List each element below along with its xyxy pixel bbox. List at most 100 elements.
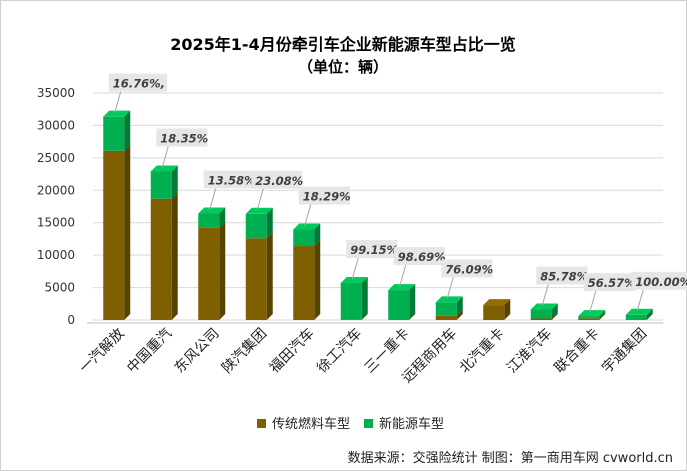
bar-new-energy-1 — [150, 171, 172, 199]
data-label-leader — [209, 188, 217, 210]
bar-side — [124, 144, 131, 320]
data-label: 85.78% — [540, 269, 588, 283]
data-label: 76.09% — [445, 262, 493, 276]
bar-side — [361, 277, 368, 320]
category-label: 宇通集团 — [598, 325, 650, 377]
data-label-leader — [589, 290, 597, 313]
legend-label-new-energy: 新能源车型 — [379, 416, 444, 432]
category-label: 徐工汽车 — [313, 325, 365, 377]
data-label-leader — [161, 146, 169, 168]
chart-subtitle: （单位：辆） — [298, 58, 388, 76]
bar-side — [409, 313, 416, 320]
bar-new-energy-9 — [530, 309, 552, 319]
bar-new-energy-7 — [435, 302, 457, 316]
bar-traditional-1 — [150, 198, 172, 320]
y-tick-label: 15000 — [37, 216, 75, 230]
bar-side — [124, 110, 131, 151]
data-label: 23.08% — [255, 174, 303, 188]
data-label-leader — [541, 284, 549, 306]
bar-side — [361, 313, 368, 320]
bar-new-energy-0 — [103, 116, 125, 151]
bar-top — [198, 207, 226, 214]
category-label: 陕汽集团 — [218, 325, 270, 377]
legend-label-traditional: 传统燃料车型 — [272, 416, 350, 432]
bar-new-energy-2 — [198, 213, 220, 228]
bar-new-energy-5 — [340, 283, 362, 320]
y-tick-label: 20000 — [37, 183, 75, 197]
data-label-box — [583, 273, 635, 292]
data-label: 99.15% — [350, 243, 398, 257]
bar-traditional-8 — [483, 305, 505, 320]
category-label: 江淮汽车 — [503, 325, 555, 377]
bar-traditional-7 — [435, 315, 457, 320]
category-label: 东风公司 — [172, 326, 223, 377]
bar-top — [578, 310, 606, 317]
y-tick-label: 0 — [67, 313, 75, 327]
bar-side — [171, 192, 178, 320]
bar-new-energy-4 — [293, 229, 315, 247]
bar-top — [340, 277, 368, 284]
data-label: 13.58% — [208, 173, 256, 187]
data-label-leader — [446, 277, 454, 299]
y-tick-label: 30000 — [37, 118, 75, 132]
bar-side — [599, 312, 606, 320]
bar-side — [219, 221, 226, 320]
data-label: 56.57% — [588, 276, 636, 290]
bar-side — [409, 284, 416, 320]
data-label-leader — [636, 289, 644, 311]
data-label-box — [631, 271, 687, 290]
bar-top — [103, 110, 131, 117]
bar-traditional-0 — [103, 150, 125, 320]
bar-side — [551, 303, 558, 319]
data-label-box — [393, 247, 445, 266]
bar-top — [388, 284, 416, 291]
legend-swatch-new-energy — [364, 419, 373, 428]
bar-side — [599, 310, 606, 319]
legend-swatch-traditional — [257, 419, 266, 428]
data-label: 16.76%, — [113, 77, 165, 91]
data-label-leader — [114, 91, 122, 113]
bar-side — [646, 308, 653, 320]
bar-side — [266, 207, 273, 239]
bar-top — [483, 299, 511, 306]
bar-traditional-3 — [245, 238, 267, 320]
category-label: 一汽解放 — [77, 326, 128, 377]
bar-side — [219, 207, 226, 228]
source-note: 数据来源：交强险统计 制图：第一商用车网 cvworld.cn — [348, 450, 673, 466]
bar-side — [314, 223, 321, 247]
bar-traditional-2 — [198, 227, 220, 320]
bar-top — [150, 165, 178, 172]
bar-side — [456, 309, 463, 320]
category-label: 中国重汽 — [124, 326, 175, 377]
bar-new-energy-11 — [625, 314, 647, 320]
data-label-box — [346, 240, 398, 259]
bar-side — [266, 232, 273, 320]
data-label-box — [251, 170, 303, 189]
y-tick-label: 25000 — [37, 151, 75, 165]
data-label: 18.35% — [160, 131, 208, 145]
bar-top — [530, 303, 558, 310]
bar-top — [625, 308, 653, 315]
data-label-leader — [351, 257, 359, 280]
data-label-leader — [304, 204, 312, 226]
bar-side — [551, 312, 558, 320]
data-label-leader — [256, 188, 264, 210]
data-label: 98.69% — [398, 250, 446, 264]
bar-new-energy-3 — [245, 213, 267, 239]
data-label-box — [108, 73, 168, 92]
data-label-box — [441, 259, 493, 278]
category-label: 联合重卡 — [552, 326, 603, 377]
bar-new-energy-6 — [388, 290, 410, 320]
bar-traditional-4 — [293, 246, 315, 320]
data-label-box — [536, 266, 588, 285]
category-label: 福田汽车 — [266, 325, 318, 377]
data-label-box — [156, 128, 208, 147]
bar-traditional-9 — [530, 318, 552, 320]
y-tick-label: 5000 — [44, 281, 75, 295]
bar-top — [293, 223, 321, 230]
bar-side — [456, 296, 463, 316]
data-label: 18.29% — [303, 190, 351, 204]
chart-title: 2025年1-4月份牵引车企业新能源车型占比一览 — [170, 35, 515, 54]
bar-new-energy-10 — [578, 316, 600, 319]
